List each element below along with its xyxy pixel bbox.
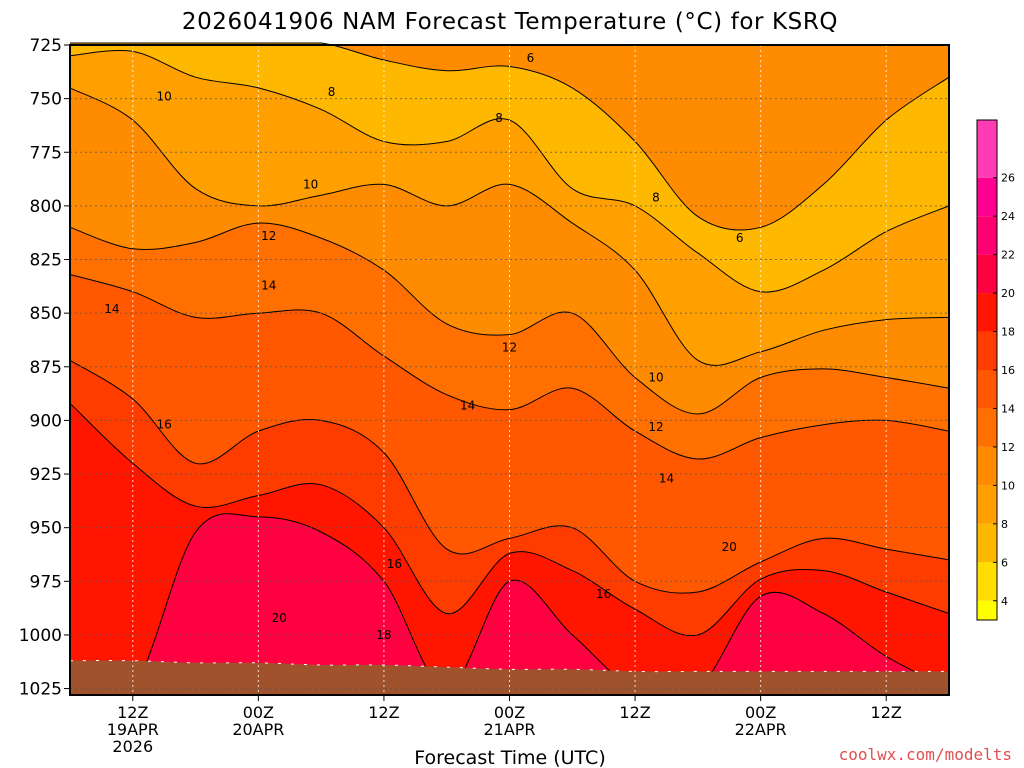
isotherm-lines	[69, 42, 950, 696]
colorbar-label: 8	[1001, 518, 1008, 531]
y-tick-label: 925	[30, 465, 62, 485]
colorbar-swatch	[977, 331, 997, 370]
colorbar-swatch	[977, 600, 997, 620]
colorbar-swatch	[977, 177, 997, 217]
x-tick-label: 21APR	[483, 720, 535, 739]
colorbar-swatch	[977, 293, 997, 332]
colorbar-label: 18	[1001, 326, 1015, 339]
colorbar-label: 10	[1001, 479, 1015, 492]
x-tick-label: 12Z	[619, 703, 650, 722]
colorbar-swatch	[977, 446, 997, 486]
colorbar-label: 16	[1001, 364, 1015, 377]
isotherm-label: 12	[261, 229, 276, 243]
colorbar-label: 6	[1001, 556, 1008, 569]
isotherm-label: 20	[722, 540, 737, 554]
y-tick-label: 1000	[19, 626, 62, 646]
isotherm-label: 16	[387, 557, 402, 571]
isotherm-label: 14	[460, 398, 475, 412]
x-tick-label: 2026	[112, 737, 153, 756]
colorbar-swatch	[977, 254, 997, 294]
isotherm-label: 8	[328, 85, 336, 99]
y-tick-label: 975	[30, 572, 62, 592]
x-tick-label: 00Z	[745, 703, 776, 722]
time-grid	[132, 45, 887, 695]
colorbar-swatch	[977, 370, 997, 409]
colorbar-swatch	[977, 120, 997, 178]
x-tick-label: 12Z	[368, 703, 399, 722]
y-tick-label: 1025	[19, 680, 62, 700]
isotherm-20	[69, 513, 950, 696]
isotherm-label: 12	[648, 420, 663, 434]
isotherm-10	[69, 87, 950, 366]
isotherm-18	[69, 402, 950, 637]
isotherm-label: 10	[303, 177, 318, 191]
colorbar: 4 6 8 10 12 14 16 18 20 22 24 26	[976, 119, 1015, 621]
y-tick-label: 750	[30, 90, 62, 110]
isotherm-labels: 6 8 10 8 10 8 6 12 14 14 12 10 16 14 12 14 20 16 16 20 18	[104, 51, 743, 642]
x-axis-label: Forecast Time (UTC)	[414, 747, 605, 768]
chart-title: 2026041906 NAM Forecast Temperature (°C)…	[182, 9, 838, 35]
isotherm-label: 20	[272, 611, 287, 625]
isotherm-label: 8	[652, 190, 660, 204]
x-tick-label: 00Z	[243, 703, 274, 722]
band-above-20	[70, 513, 949, 695]
isotherm-label: 8	[495, 111, 503, 125]
isotherm-label: 18	[376, 628, 391, 642]
x-tick-label: 20APR	[232, 720, 284, 739]
colorbar-swatch	[977, 408, 997, 447]
y-tick-label: 850	[30, 304, 62, 324]
plot-area: 6 8 10 8 10 8 6 12 14 14 12 10 16 14 12 14 20 16 16 20 18	[69, 42, 950, 696]
y-tick-label: 825	[30, 251, 62, 271]
colorbar-label: 12	[1001, 441, 1015, 454]
colorbar-label: 24	[1001, 210, 1015, 223]
y-tick-label: 875	[30, 358, 62, 378]
isotherm-label: 14	[104, 302, 119, 316]
isotherm-14	[69, 274, 950, 460]
y-tick-label: 950	[30, 519, 62, 539]
ground-layer	[69, 660, 950, 696]
colorbar-label: 22	[1001, 249, 1015, 262]
isotherm-label: 6	[527, 51, 535, 65]
x-tick-label: 22APR	[735, 720, 787, 739]
isotherm-6	[69, 42, 950, 231]
x-tick-label: 19APR	[107, 720, 159, 739]
x-tick-label: 12Z	[871, 703, 902, 722]
x-tick-label: 00Z	[494, 703, 525, 722]
temperature-bands	[70, 43, 949, 696]
ground-surface	[69, 660, 950, 696]
isotherm-label: 10	[157, 89, 172, 103]
isotherm-label: 16	[596, 587, 611, 601]
y-axis: 725 750 775 800 825 850 875 900 925 950 975 1000 102…	[19, 36, 70, 700]
colorbar-label: 14	[1001, 402, 1015, 415]
y-tick-label: 775	[30, 143, 62, 163]
site-credit[interactable]: coolwx.com/modelts	[839, 745, 1012, 764]
isotherm-8	[69, 49, 950, 293]
isotherm-label: 10	[648, 371, 663, 385]
colorbar-label: 4	[1001, 595, 1008, 608]
isotherm-label: 12	[502, 340, 517, 354]
colorbar-swatch	[977, 562, 997, 601]
isotherm-12	[69, 222, 950, 415]
isotherm-label: 16	[157, 418, 172, 432]
colorbar-label: 20	[1001, 287, 1015, 300]
isotherm-label: 6	[736, 231, 744, 245]
colorbar-swatch	[977, 523, 997, 563]
colorbar-label: 26	[1001, 172, 1015, 185]
x-tick-label: 12Z	[117, 703, 148, 722]
colorbar-swatch	[977, 216, 997, 255]
y-tick-label: 725	[30, 36, 62, 56]
y-tick-label: 800	[30, 197, 62, 217]
colorbar-swatch	[977, 485, 997, 524]
isotherm-16	[69, 359, 950, 594]
isotherm-label: 14	[659, 471, 674, 485]
y-tick-label: 900	[30, 411, 62, 431]
isotherm-label: 14	[261, 278, 276, 292]
